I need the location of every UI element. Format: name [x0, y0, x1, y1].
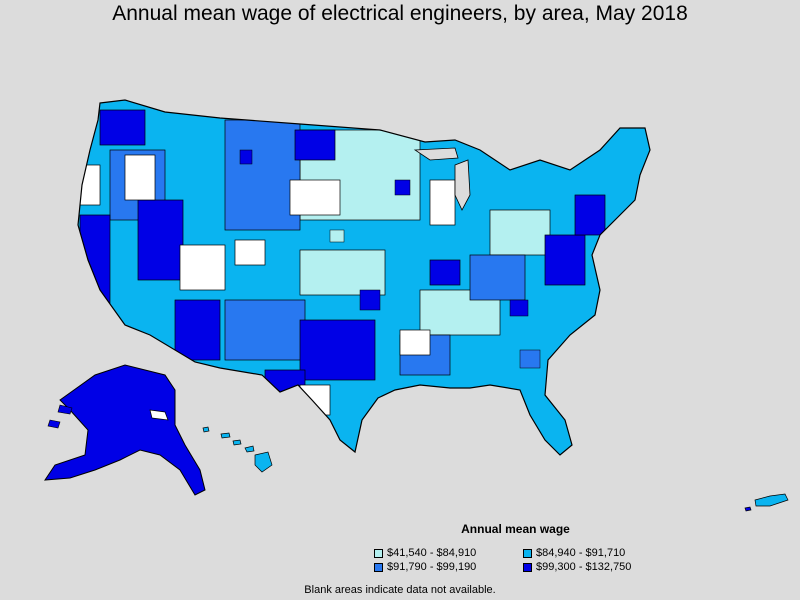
legend-item-low: $41,540 - $84,910	[374, 547, 476, 559]
legend-label: $91,790 - $99,190	[387, 561, 477, 573]
legend-label: $41,540 - $84,910	[387, 547, 477, 559]
legend-label: $99,300 - $132,750	[536, 561, 632, 573]
alaska-region	[44, 364, 206, 496]
legend-item-mid-low: $84,940 - $91,710	[523, 547, 625, 559]
footnote: Blank areas indicate data not available.	[304, 584, 496, 596]
lake-michigan	[454, 159, 471, 211]
legend-item-mid-high: $91,790 - $99,190	[374, 561, 476, 573]
lake-superior	[413, 147, 459, 161]
legend-title: Annual mean wage	[461, 522, 570, 536]
legend-label: $84,940 - $91,710	[536, 547, 626, 559]
map-title: Annual mean wage of electrical engineers…	[112, 2, 688, 25]
puerto-rico-region	[744, 493, 789, 512]
legend-swatch	[523, 548, 532, 558]
legend-swatch	[523, 562, 532, 572]
legend-swatch	[374, 562, 383, 572]
legend-swatch	[374, 548, 383, 558]
hawaii-region	[202, 426, 273, 473]
legend-item-high: $99,300 - $132,750	[523, 561, 631, 573]
